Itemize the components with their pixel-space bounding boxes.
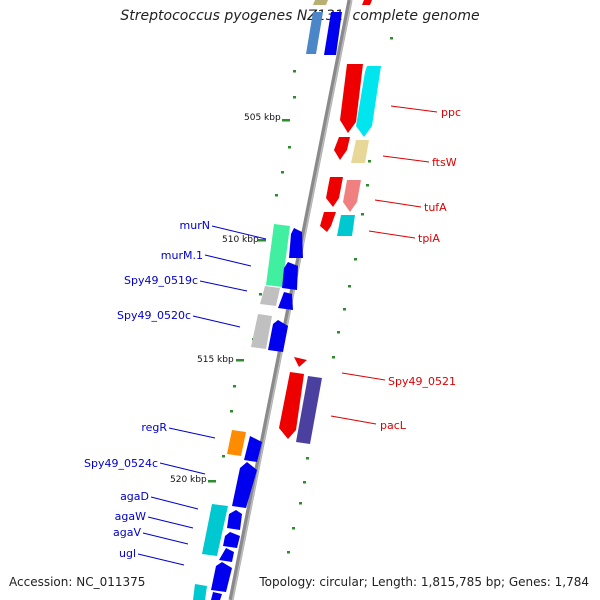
gene-label-pacl[interactable]: pacL bbox=[380, 419, 407, 432]
scale-ticks bbox=[208, 119, 290, 483]
gene-tufa-salmon[interactable] bbox=[343, 180, 361, 212]
accession-label: Accession: NC_011375 bbox=[9, 575, 146, 589]
gene-top-red[interactable] bbox=[362, 0, 372, 5]
gene-label-tpia[interactable]: tpiA bbox=[418, 232, 440, 245]
gene-bottom-cyan[interactable] bbox=[193, 584, 207, 600]
gene-spy49-0524c-blue[interactable] bbox=[232, 462, 257, 508]
guide-dots bbox=[222, 37, 393, 554]
gene-label-agaw[interactable]: agaW bbox=[115, 510, 146, 523]
scale-label-510: 510 kbp bbox=[222, 235, 259, 245]
gene-label-spy49-0521[interactable]: Spy49_0521 bbox=[388, 375, 456, 388]
gene-ppc-cyan[interactable] bbox=[356, 66, 381, 137]
gene-tpia-red[interactable] bbox=[320, 212, 336, 232]
gene-spy49-0519c-blue[interactable] bbox=[278, 292, 293, 310]
gene-label-murm1[interactable]: murM.1 bbox=[161, 249, 203, 262]
gene-label-murn[interactable]: murN bbox=[180, 219, 210, 232]
gene-label-spy49-0519c[interactable]: Spy49_0519c bbox=[124, 274, 198, 287]
scale-tick bbox=[236, 359, 244, 362]
gene-label-ugl[interactable]: ugl bbox=[119, 547, 136, 560]
scale-tick bbox=[208, 480, 216, 483]
scale-tick bbox=[258, 239, 266, 242]
gene-bottom-blue[interactable] bbox=[211, 592, 222, 600]
gene-top-olive[interactable] bbox=[313, 0, 328, 5]
gene-ppc-red[interactable] bbox=[340, 64, 363, 133]
gene-pacl-purple[interactable] bbox=[296, 376, 322, 444]
gene-label-ftsw[interactable]: ftsW bbox=[432, 156, 457, 169]
gene-tufa-red[interactable] bbox=[326, 177, 343, 207]
gene-label-spy49-0520c[interactable]: Spy49_0520c bbox=[117, 309, 191, 322]
gene-agav-blue[interactable] bbox=[219, 548, 234, 562]
gene-agad-blue[interactable] bbox=[227, 510, 242, 530]
gene-regr-orange[interactable] bbox=[227, 430, 246, 456]
gene-murm-blue[interactable] bbox=[282, 262, 298, 290]
gene-ugl-blue[interactable] bbox=[211, 562, 232, 592]
gene-murn-blue[interactable] bbox=[289, 228, 303, 258]
lower-strand-genes bbox=[193, 224, 303, 600]
left-leader-lines bbox=[137, 225, 267, 566]
gene-spy49-0520c-gray[interactable] bbox=[251, 314, 272, 349]
upper-strand-genes bbox=[279, 0, 381, 444]
gene-agaw-blue[interactable] bbox=[223, 532, 240, 548]
gene-label-regr[interactable]: regR bbox=[141, 421, 167, 434]
scale-tick bbox=[282, 119, 290, 122]
right-leader-lines bbox=[330, 105, 438, 425]
gene-spy49-0520c-blue[interactable] bbox=[268, 320, 288, 352]
gene-tpia-cyan[interactable] bbox=[337, 215, 355, 236]
gene-spy49-0521-red[interactable] bbox=[294, 357, 307, 367]
gene-label-tufa[interactable]: tufA bbox=[424, 201, 447, 214]
gene-label-agad[interactable]: agaD bbox=[120, 490, 149, 503]
gene-label-spy49-0524c[interactable]: Spy49_0524c bbox=[84, 457, 158, 470]
gene-ftsw-khaki[interactable] bbox=[351, 140, 369, 163]
genome-summary: Topology: circular; Length: 1,815,785 bp… bbox=[259, 575, 589, 589]
scale-label-505: 505 kbp bbox=[244, 113, 281, 123]
scale-label-520: 520 kbp bbox=[170, 475, 207, 485]
gene-spy49-0519c-gray[interactable] bbox=[260, 286, 280, 306]
gene-top-steelblue[interactable] bbox=[306, 12, 323, 54]
gene-top-blue[interactable] bbox=[324, 12, 342, 55]
scale-label-515: 515 kbp bbox=[197, 355, 234, 365]
gene-ftsw-red[interactable] bbox=[334, 137, 350, 160]
map-title: Streptococcus pyogenes NZ131, complete g… bbox=[120, 8, 480, 24]
gene-regr-blue[interactable] bbox=[244, 436, 262, 462]
gene-label-agav[interactable]: agaV bbox=[113, 526, 141, 539]
gene-pacl-red[interactable] bbox=[279, 372, 304, 439]
gene-label-ppc[interactable]: ppc bbox=[441, 106, 461, 119]
gene-agad-cyan[interactable] bbox=[202, 504, 228, 556]
